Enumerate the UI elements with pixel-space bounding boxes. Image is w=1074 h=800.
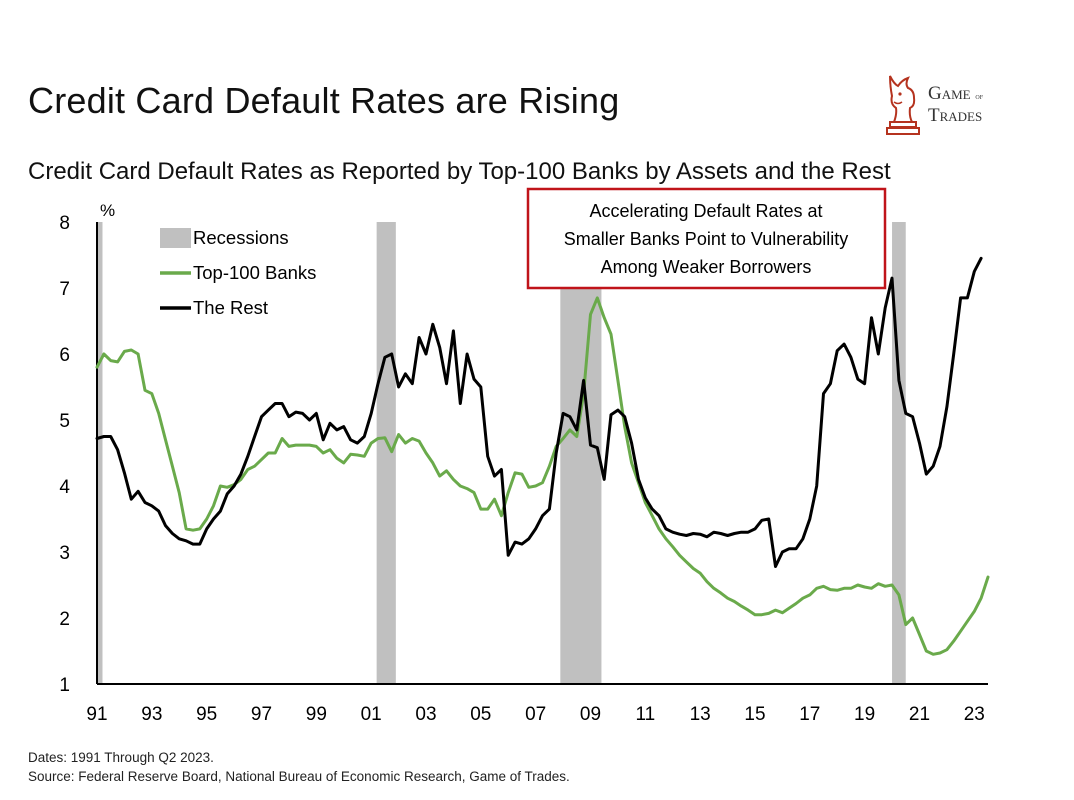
y-tick-label-1: 1 xyxy=(59,675,70,696)
y-tick-label-6: 6 xyxy=(59,345,70,366)
x-tick-label-09: 09 xyxy=(580,704,601,725)
bull-chess-knight-icon xyxy=(886,75,920,135)
x-tick-label-01: 01 xyxy=(361,704,382,725)
y-tick-label-5: 5 xyxy=(59,411,70,432)
x-tick-label-15: 15 xyxy=(744,704,765,725)
x-tick-label-97: 97 xyxy=(251,704,272,725)
logo-game-text: Game xyxy=(928,83,971,104)
x-tick-label-91: 91 xyxy=(86,704,107,725)
x-tick-label-03: 03 xyxy=(415,704,436,725)
page-subtitle: Credit Card Default Rates as Reported by… xyxy=(28,158,891,185)
chart-legend: Recessions Top-100 Banks The Rest xyxy=(160,227,316,318)
y-axis-unit-label: % xyxy=(100,201,115,220)
legend-label-the-rest: The Rest xyxy=(193,297,268,318)
callout-line-1: Accelerating Default Rates at xyxy=(589,201,822,221)
callout-line-3: Among Weaker Borrowers xyxy=(601,257,812,277)
footer-source: Source: Federal Reserve Board, National … xyxy=(28,769,570,784)
x-tick-label-07: 07 xyxy=(525,704,546,725)
y-tick-label-8: 8 xyxy=(59,213,70,234)
callout-line-2: Smaller Banks Point to Vulnerability xyxy=(564,229,848,249)
legend-swatch-recessions xyxy=(160,228,191,248)
y-tick-label-2: 2 xyxy=(59,609,70,630)
y-tick-label-7: 7 xyxy=(59,279,70,300)
series-line-top-100-banks xyxy=(95,296,990,656)
x-tick-label-11: 11 xyxy=(635,704,655,725)
recession-bands xyxy=(97,222,906,684)
x-tick-label-13: 13 xyxy=(690,704,711,725)
y-tick-label-4: 4 xyxy=(59,477,70,498)
legend-label-recessions: Recessions xyxy=(193,227,289,248)
x-tick-label-19: 19 xyxy=(854,704,875,725)
x-tick-label-17: 17 xyxy=(799,704,820,725)
game-of-trades-logo: Game of Trades xyxy=(884,72,1034,142)
recession-band-1 xyxy=(376,222,396,684)
series-line-the-rest xyxy=(95,256,983,568)
page-title: Credit Card Default Rates are Rising xyxy=(28,80,620,121)
series-layer xyxy=(95,256,990,656)
recession-band-0 xyxy=(97,222,103,684)
recession-band-2 xyxy=(560,222,602,684)
x-tick-label-05: 05 xyxy=(470,704,491,725)
logo-trades-text: Trades xyxy=(928,105,983,126)
footer-dates: Dates: 1991 Through Q2 2023. xyxy=(28,750,214,765)
y-tick-label-3: 3 xyxy=(59,543,70,564)
x-tick-label-21: 21 xyxy=(909,704,930,725)
legend-label-top-100-banks: Top-100 Banks xyxy=(193,262,316,283)
logo-of-text: of xyxy=(975,91,984,101)
x-tick-label-99: 99 xyxy=(306,704,327,725)
x-tick-label-23: 23 xyxy=(964,704,985,725)
x-tick-label-95: 95 xyxy=(196,704,217,725)
callout-box: Accelerating Default Rates at Smaller Ba… xyxy=(526,187,887,290)
x-tick-label-93: 93 xyxy=(141,704,162,725)
